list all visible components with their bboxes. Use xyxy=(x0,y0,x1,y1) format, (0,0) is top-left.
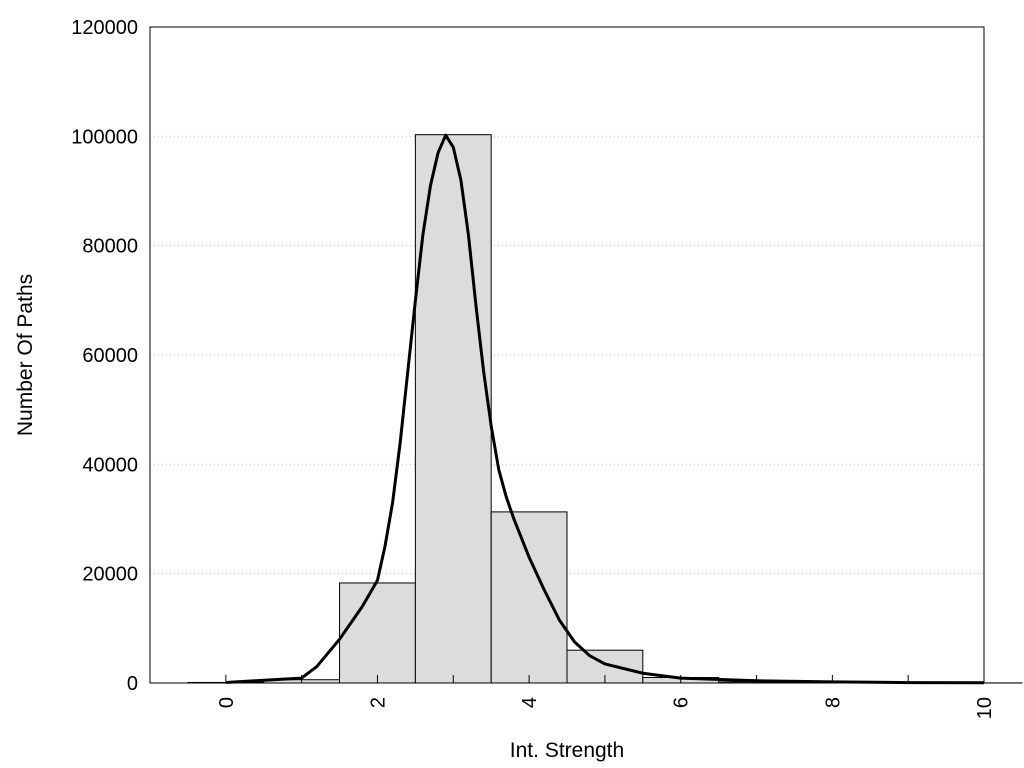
histogram-bar xyxy=(490,511,568,684)
x-tick-label: 8 xyxy=(822,697,844,708)
fit-curve xyxy=(225,133,985,685)
gridlines xyxy=(150,135,984,575)
x-axis-ticks: 0 2 4 6 8 10 xyxy=(216,675,996,719)
histogram-bars xyxy=(187,134,1023,684)
x-tick-label: 4 xyxy=(519,697,541,708)
y-tick-label: 120000 xyxy=(71,17,138,39)
y-tick-label: 0 xyxy=(127,673,138,695)
y-axis-label: Number Of Paths xyxy=(14,274,37,436)
x-tick-label: 2 xyxy=(367,697,389,708)
histogram-bar xyxy=(414,134,492,684)
x-tick-label: 10 xyxy=(974,697,996,719)
x-tick-label: 6 xyxy=(671,697,693,708)
y-axis-ticks: 0 20000 40000 60000 80000 100000 120000 xyxy=(71,17,138,695)
plot-frame xyxy=(149,26,985,684)
x-tick-label: 0 xyxy=(216,697,238,708)
histogram-bar xyxy=(339,582,416,684)
y-tick-label: 20000 xyxy=(82,564,138,586)
y-tick-label: 100000 xyxy=(71,126,138,148)
y-tick-label: 80000 xyxy=(82,236,138,258)
y-tick-label: 40000 xyxy=(82,454,138,476)
x-axis-label: Int. Strength xyxy=(510,739,624,762)
y-tick-label: 60000 xyxy=(82,345,138,367)
